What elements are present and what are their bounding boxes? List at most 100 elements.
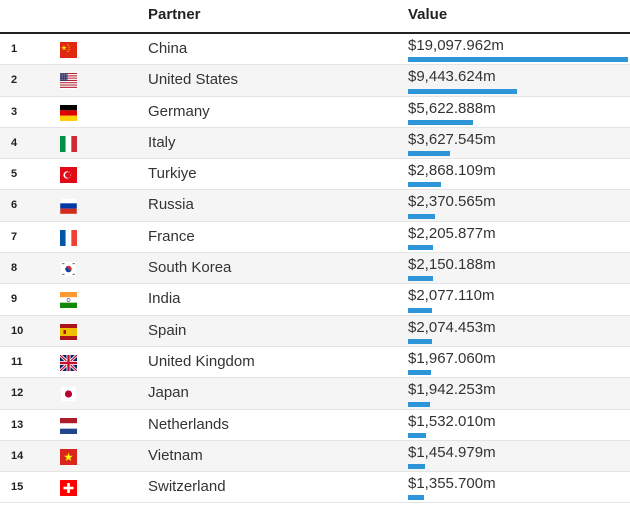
rank-label: 5 (11, 168, 18, 181)
table-row: 6 Russia $2,370.565m (0, 190, 630, 222)
partner-name: United States (148, 71, 239, 89)
vietnam-flag-icon (60, 448, 77, 465)
france-flag-icon (60, 229, 77, 246)
rank-label: 11 (11, 355, 23, 368)
rank-label: 15 (11, 481, 24, 494)
partner-name: Spain (148, 321, 187, 339)
partner-name: Vietnam (148, 446, 203, 464)
partner-name: India (148, 290, 181, 308)
value-label: $2,868.109m (408, 162, 496, 180)
value-bar (408, 119, 473, 125)
uk-flag-icon (60, 354, 77, 371)
value-label: $1,942.253m (408, 381, 496, 399)
germany-flag-icon (60, 104, 77, 121)
partner-column-header: Partner (148, 6, 201, 23)
table-header: Partner Value (0, 0, 630, 34)
table-row: 4 Italy $3,627.545m (0, 127, 630, 160)
value-cell: $2,205.877m (406, 222, 630, 252)
value-cell: $3,627.545m (406, 128, 630, 158)
value-label: $1,454.979m (408, 443, 496, 461)
value-cell: $1,532.010m (406, 410, 630, 440)
value-label: $5,622.888m (408, 99, 496, 117)
rank-label: 10 (11, 324, 24, 337)
table-row: 11 United Kingdom $1,967.060m (0, 347, 630, 379)
value-column-header: Value (408, 6, 448, 23)
value-label: $2,205.877m (408, 224, 496, 242)
value-bar (408, 401, 430, 407)
value-bar (408, 432, 426, 438)
india-flag-icon (60, 292, 77, 309)
value-bar (408, 307, 432, 313)
value-bar (408, 151, 450, 157)
partner-name: Germany (148, 102, 210, 120)
partner-name: Turkiye (148, 165, 197, 183)
value-label: $2,077.110m (408, 287, 495, 305)
value-label: $2,150.188m (408, 256, 496, 274)
south-korea-flag-icon (60, 261, 77, 278)
partner-name: Japan (148, 384, 189, 402)
value-cell: $2,868.109m (406, 159, 630, 189)
table-row: 12 Japan $1,942.253m (0, 378, 630, 410)
table-row: 9 India $2,077.110m (0, 284, 630, 316)
russia-flag-icon (60, 198, 77, 215)
switzerland-flag-icon (60, 480, 77, 497)
partner-name: Switzerland (148, 478, 226, 496)
table-row: 1 China $19,097.962m (0, 34, 630, 66)
value-label: $3,627.545m (408, 130, 496, 148)
value-label: $9,443.624m (408, 68, 496, 86)
value-bar (408, 495, 424, 501)
value-cell: $1,942.253m (406, 378, 630, 408)
value-cell: $2,077.110m (406, 284, 630, 314)
partner-name: United Kingdom (148, 352, 255, 370)
value-bar (408, 370, 431, 376)
value-bar (408, 213, 435, 219)
table-row: 10 Spain $2,074.453m (0, 315, 630, 347)
rank-label: 3 (11, 105, 18, 118)
table-row: 15 Switzerland $1,355.700m (0, 472, 630, 504)
table-body: 1 China $19,097.962m 2 United States $9,443.6… (0, 34, 630, 504)
japan-flag-icon (60, 386, 77, 403)
value-bar (408, 464, 425, 470)
value-bar (408, 276, 433, 282)
rank-label: 13 (11, 418, 24, 431)
partner-name: Netherlands (148, 415, 229, 433)
rank-label: 9 (11, 293, 18, 306)
value-bar (408, 88, 517, 94)
table-row: 5 Turkiye $2,868.109m (0, 159, 630, 191)
rank-label: 14 (11, 449, 24, 462)
value-label: $2,074.453m (408, 318, 496, 336)
value-cell: $1,355.700m (406, 472, 630, 502)
value-label: $2,370.565m (408, 193, 496, 211)
value-bar (408, 245, 433, 251)
table-row: 8 South Korea $2,150.188m (0, 253, 630, 285)
value-label: $1,355.700m (408, 475, 496, 493)
rank-label: 4 (11, 136, 18, 149)
spain-flag-icon (60, 323, 77, 340)
us-flag-icon (60, 73, 77, 90)
rank-label: 2 (11, 74, 18, 87)
value-label: $1,532.010m (408, 412, 496, 430)
china-flag-icon (60, 42, 77, 58)
table-row: 14 Vietnam $1,454.979m (0, 440, 630, 473)
partner-name: China (148, 40, 188, 57)
value-bar (408, 338, 432, 344)
table-row: 7 France $2,205.877m (0, 222, 630, 254)
value-label: $1,967.060m (408, 349, 496, 367)
value-cell: $2,150.188m (406, 253, 630, 283)
rank-label: 6 (11, 199, 18, 212)
table-row: 3 Germany $5,622.888m (0, 97, 630, 128)
rank-label: 7 (11, 230, 18, 243)
netherlands-flag-icon (60, 417, 77, 434)
value-cell: $1,454.979m (406, 441, 630, 471)
rank-label: 8 (11, 262, 18, 275)
table-row: 2 United States $9,443.624m (0, 65, 630, 97)
value-bar (408, 182, 441, 188)
value-cell: $5,622.888m (406, 97, 630, 127)
rank-label: 1 (11, 43, 18, 55)
value-label: $19,097.962m (408, 37, 504, 54)
partner-name: Russia (148, 196, 194, 214)
value-cell: $2,370.565m (406, 190, 630, 220)
value-cell: $2,074.453m (406, 316, 630, 346)
partner-name: South Korea (148, 259, 232, 277)
